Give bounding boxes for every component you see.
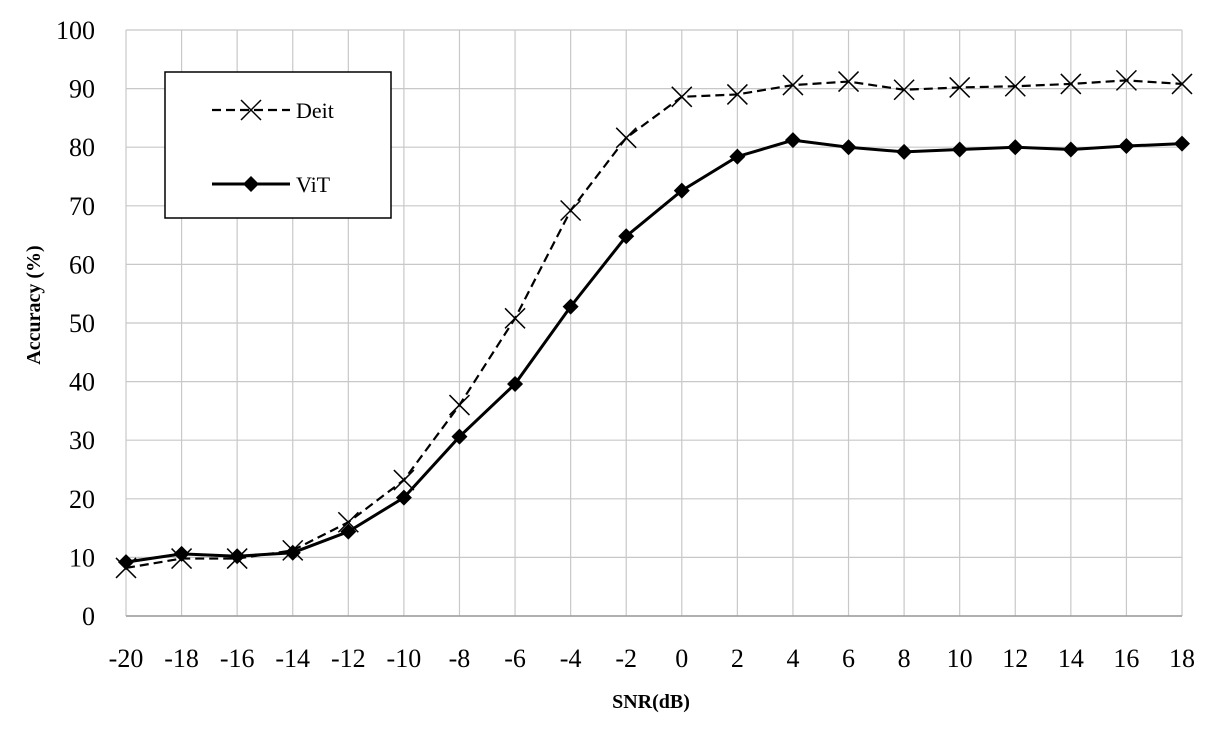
data-point-deit (1004, 75, 1026, 97)
x-tick-label: 10 (947, 644, 973, 673)
x-tick-label: 14 (1058, 644, 1084, 673)
data-point-vit (896, 143, 913, 160)
data-point-vit (1118, 138, 1135, 155)
x-tick-label: -2 (615, 644, 637, 673)
y-tick-label: 20 (69, 485, 95, 514)
y-tick-label: 90 (69, 75, 95, 104)
legend-label-deit: Deit (296, 98, 334, 123)
data-point-deit (393, 469, 415, 491)
x-tick-label: 12 (1002, 644, 1028, 673)
legend: Deit ViT (164, 71, 392, 219)
y-axis: 0 10 20 30 40 50 60 70 80 90 100 (56, 16, 95, 631)
data-point-deit (504, 307, 526, 329)
data-point-deit (671, 86, 693, 108)
y-tick-label: 50 (69, 309, 95, 338)
data-point-vit (951, 141, 968, 158)
data-point-vit (618, 228, 635, 245)
data-point-vit (284, 544, 301, 561)
series-line-vit (125, 138, 1183, 564)
x-tick-label: 0 (675, 644, 688, 673)
data-point-vit (1062, 141, 1079, 158)
data-point-vit (173, 545, 190, 562)
data-point-vit (562, 298, 579, 315)
data-point-vit (840, 139, 857, 156)
data-point-vit (784, 132, 801, 149)
x-tick-label: -14 (275, 644, 310, 673)
x-tick-label: -12 (331, 644, 366, 673)
data-point-vit (340, 523, 357, 540)
x-tick-label: -8 (449, 644, 471, 673)
grid (125, 29, 1183, 617)
data-point-deit (782, 74, 804, 96)
legend-label-vit: ViT (296, 172, 331, 197)
data-point-vit (118, 554, 134, 571)
legend-item-deit: Deit (212, 98, 334, 123)
x-tick-label: -10 (387, 644, 422, 673)
y-tick-label: 60 (69, 250, 95, 279)
legend-marker-vit (243, 176, 259, 192)
data-point-vit (451, 428, 468, 445)
x-tick-label: -6 (504, 644, 526, 673)
series-vit (118, 132, 1190, 571)
data-point-vit (507, 375, 524, 392)
data-point-vit (673, 182, 690, 199)
x-tick-label: -4 (560, 644, 582, 673)
data-point-deit (726, 83, 748, 105)
x-tick-label: -20 (109, 644, 144, 673)
data-point-deit (615, 127, 637, 149)
legend-marker-deit (240, 99, 262, 121)
data-point-vit (395, 489, 412, 506)
data-point-deit (949, 76, 971, 98)
x-tick-label: 16 (1113, 644, 1139, 673)
series-group (115, 69, 1193, 579)
y-tick-label: 0 (82, 602, 95, 631)
y-tick-label: 10 (69, 543, 95, 572)
x-tick-label: 2 (731, 644, 744, 673)
y-tick-label: 30 (69, 426, 95, 455)
x-tick-label: 8 (898, 644, 911, 673)
y-tick-label: 80 (69, 133, 95, 162)
data-point-vit (1174, 135, 1190, 152)
x-tick-label: 6 (842, 644, 855, 673)
y-tick-label: 40 (69, 368, 95, 397)
data-point-deit (893, 79, 915, 101)
x-tick-label: 4 (786, 644, 799, 673)
y-tick-label: 70 (69, 192, 95, 221)
y-tick-label: 100 (56, 16, 95, 45)
data-point-deit (560, 199, 582, 222)
legend-item-vit: ViT (212, 172, 331, 197)
data-point-deit (837, 71, 860, 93)
data-point-deit (448, 394, 471, 416)
x-axis-title: SNR(dB) (612, 691, 690, 713)
y-axis-title: Accuracy (%) (23, 245, 45, 364)
x-tick-label: -16 (220, 644, 255, 673)
x-tick-label: -18 (164, 644, 199, 673)
data-point-deit (1115, 69, 1137, 91)
x-tick-label: 18 (1169, 644, 1195, 673)
data-point-vit (1007, 139, 1024, 156)
data-point-deit (1171, 73, 1193, 95)
series-line-deit (125, 79, 1183, 570)
legend-box (164, 71, 392, 219)
data-point-vit (729, 148, 746, 165)
data-point-deit (1060, 73, 1082, 95)
data-point-vit (229, 548, 246, 565)
x-axis: -20 -18 -16 -14 -12 -10 -8 -6 -4 -2 0 2 4 6 8 10 12 14 16 1… (109, 644, 1195, 673)
